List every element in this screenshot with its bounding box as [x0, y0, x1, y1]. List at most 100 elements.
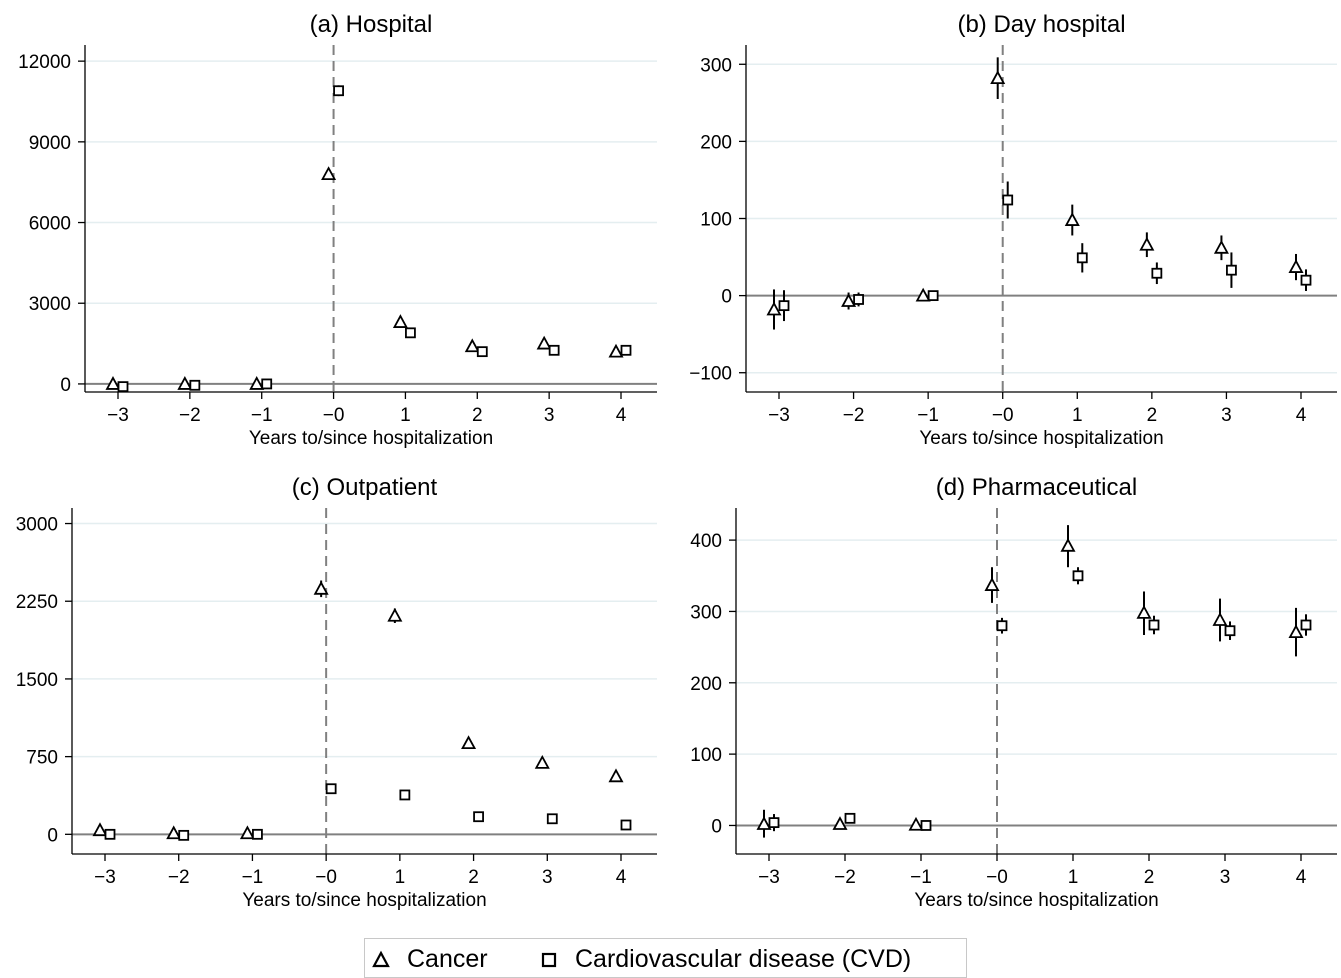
- x-axis-label: Years to/since hospitalization: [249, 428, 493, 449]
- data-point-cancer: [990, 70, 1006, 85]
- chart-title: (c) Outpatient: [292, 474, 438, 501]
- data-point-cancer: [392, 314, 408, 328]
- data-point-cvd: [620, 344, 632, 356]
- data-point-cvd: [778, 300, 790, 312]
- x-tick-label: 4: [1296, 867, 1307, 888]
- data-point-cvd: [1300, 274, 1312, 286]
- data-point-cancer: [105, 376, 121, 390]
- x-tick-label: 1: [1072, 405, 1083, 426]
- data-point-cvd: [1224, 625, 1236, 637]
- y-tick-label: 3000: [29, 294, 71, 315]
- x-tick-label: −2: [179, 405, 201, 426]
- data-point-cvd: [1151, 267, 1163, 279]
- y-tick-label: 100: [690, 745, 722, 766]
- x-tick-label: −0: [992, 405, 1014, 426]
- y-tick-label: 200: [700, 132, 732, 153]
- data-point-cancer: [756, 816, 772, 830]
- chart-title: (d) Pharmaceutical: [936, 474, 1137, 501]
- x-tick-label: −3: [107, 405, 129, 426]
- chart-panel-1: 0 3000 6000 9000 12000 −3 −2 −1 −0 1 2 3 4 (a) Hospit…: [18, 11, 657, 449]
- x-tick-label: −2: [168, 867, 190, 888]
- data-point-cancer: [321, 166, 337, 181]
- data-point-cvd: [399, 789, 411, 801]
- x-tick-label: 2: [472, 405, 483, 426]
- x-tick-label: −1: [910, 867, 932, 888]
- y-tick-label: 100: [700, 210, 732, 231]
- data-point-cvd: [333, 85, 344, 97]
- x-tick-label: 2: [468, 867, 479, 888]
- data-point-cancer: [534, 754, 550, 769]
- legend-label-cvd: Cardiovascular disease (CVD): [575, 945, 912, 973]
- x-tick-label: −0: [986, 867, 1008, 888]
- x-axis-label: Years to/since hospitalization: [242, 890, 486, 911]
- data-point-cvd: [189, 379, 201, 391]
- y-tick-label: 2250: [16, 592, 58, 613]
- data-point-cancer: [608, 768, 624, 783]
- x-tick-label: 1: [1068, 867, 1079, 888]
- data-point-cvd: [476, 346, 488, 358]
- data-point-cvd: [1148, 619, 1160, 631]
- data-point-cancer: [766, 301, 782, 316]
- data-point-cvd: [844, 812, 856, 824]
- x-tick-label: −3: [758, 867, 780, 888]
- data-point-cvd: [104, 828, 116, 840]
- data-point-cancer: [1288, 259, 1304, 273]
- y-tick-label: 200: [690, 674, 722, 695]
- x-tick-label: −1: [242, 867, 264, 888]
- data-point-cancer: [166, 825, 182, 840]
- y-tick-label: 0: [47, 825, 58, 846]
- chart-title: (b) Day hospital: [957, 11, 1125, 38]
- x-tick-label: 1: [400, 405, 411, 426]
- x-tick-label: 4: [616, 867, 627, 888]
- x-axis-label: Years to/since hospitalization: [914, 890, 1158, 911]
- legend-square-icon: [541, 952, 557, 968]
- chart-title: (a) Hospital: [310, 11, 433, 38]
- y-tick-label: 0: [711, 816, 722, 837]
- x-tick-label: 3: [1221, 405, 1232, 426]
- y-tick-label: 0: [721, 287, 732, 308]
- chart-panel-3: 0 750 1500 2250 3000 −3 −2 −1 −0 1 2 3 4 (c) Outpatie…: [16, 474, 657, 911]
- data-point-cancer: [1136, 604, 1152, 619]
- data-point-cvd: [178, 829, 190, 841]
- data-point-cvd: [853, 294, 864, 305]
- data-point-cvd: [1076, 252, 1088, 264]
- data-point-cvd: [546, 813, 558, 825]
- data-point-cancer: [1212, 612, 1228, 626]
- data-point-cancer: [536, 335, 552, 350]
- data-point-cancer: [608, 343, 624, 358]
- y-tick-label: 400: [690, 531, 722, 552]
- data-point-cvd: [325, 783, 337, 795]
- x-tick-label: 4: [616, 405, 627, 426]
- legend-label-cancer: Cancer: [407, 945, 488, 973]
- data-point-cancer: [841, 293, 857, 307]
- data-point-cvd: [1226, 264, 1237, 276]
- y-tick-label: 6000: [29, 214, 71, 235]
- y-tick-label: 12000: [18, 52, 71, 73]
- data-point-cancer: [92, 822, 108, 837]
- data-point-cvd: [996, 620, 1008, 632]
- data-point-cancer: [313, 580, 329, 595]
- y-tick-label: −100: [689, 364, 732, 385]
- x-tick-label: −2: [834, 867, 856, 888]
- data-point-cvd: [1072, 570, 1084, 582]
- data-point-cancer: [239, 825, 255, 840]
- x-tick-label: 1: [395, 867, 406, 888]
- data-point-cancer: [832, 816, 848, 830]
- data-point-cancer: [1064, 212, 1080, 226]
- x-tick-label: −0: [315, 867, 337, 888]
- data-point-cvd: [1300, 619, 1312, 631]
- x-tick-label: 3: [1220, 867, 1231, 888]
- x-tick-label: −1: [251, 405, 273, 426]
- x-tick-label: 2: [1147, 405, 1158, 426]
- data-point-cvd: [920, 820, 932, 831]
- x-axis-label: Years to/since hospitalization: [919, 428, 1163, 449]
- data-point-cvd: [1002, 194, 1014, 206]
- y-tick-label: 300: [690, 602, 722, 623]
- x-tick-label: 3: [544, 405, 555, 426]
- y-tick-label: 0: [60, 375, 71, 396]
- y-tick-label: 750: [26, 748, 58, 769]
- legend-triangle-icon: [372, 950, 390, 968]
- data-point-cvd: [473, 811, 484, 823]
- x-tick-label: −3: [768, 405, 790, 426]
